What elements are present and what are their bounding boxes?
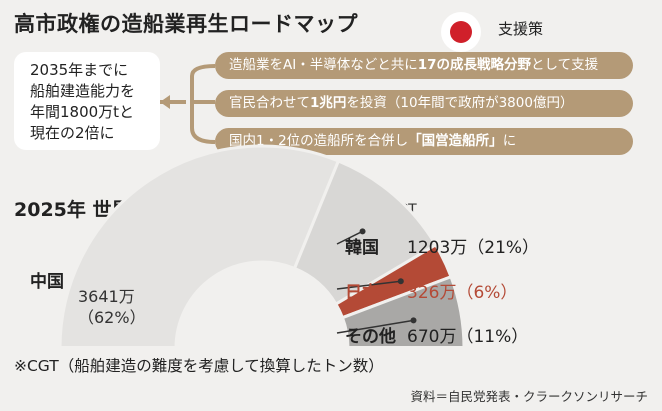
goal-line: 現在の2倍に: [30, 124, 115, 142]
goal-line: 2035年までに: [30, 61, 129, 79]
source-credit: 資料＝自民党発表・クラークソンリサーチ: [410, 389, 648, 404]
legend-other: その他 670万（11%）: [345, 327, 529, 347]
bracket-connector: [160, 64, 216, 144]
goal-box: 2035年までに 船舶建造能力を 年間1800万tと 現在の2倍に: [14, 52, 160, 150]
leader-line-japan: [336, 280, 401, 290]
leader-line-korea: [336, 230, 363, 245]
page-title: 高市政権の造船業再生ロードマップ: [14, 12, 358, 36]
support-label: 支援策: [498, 20, 544, 38]
goal-line: 年間1800万tと: [30, 103, 135, 121]
japan-flag-icon: [441, 12, 481, 52]
pie-slice-china: [58, 144, 341, 350]
leader-dot-other: [410, 317, 417, 324]
policy-item: 官民合わせて1兆円を投資（10年間で政府が3800億円）: [215, 90, 633, 117]
legend-korea: 韓国 1203万（21%）: [345, 238, 540, 258]
leader-line-other: [336, 319, 414, 334]
legend-japan: 日本 326万（6%）: [345, 283, 518, 303]
footnote: ※CGT（船舶建造の難度を考慮して換算したトン数）: [14, 357, 384, 375]
slice-value-china: 3641万 （62%）: [78, 287, 146, 327]
leader-dot-japan: [397, 278, 404, 285]
goal-line: 船舶建造能力を: [30, 82, 136, 100]
chart-baseline-mask: [0, 346, 662, 411]
slice-label-china: 中国: [30, 272, 64, 292]
policy-item: 造船業をAI・半導体などと共に17の成長戦略分野として支援: [215, 52, 633, 79]
leader-dot-korea: [359, 228, 366, 235]
